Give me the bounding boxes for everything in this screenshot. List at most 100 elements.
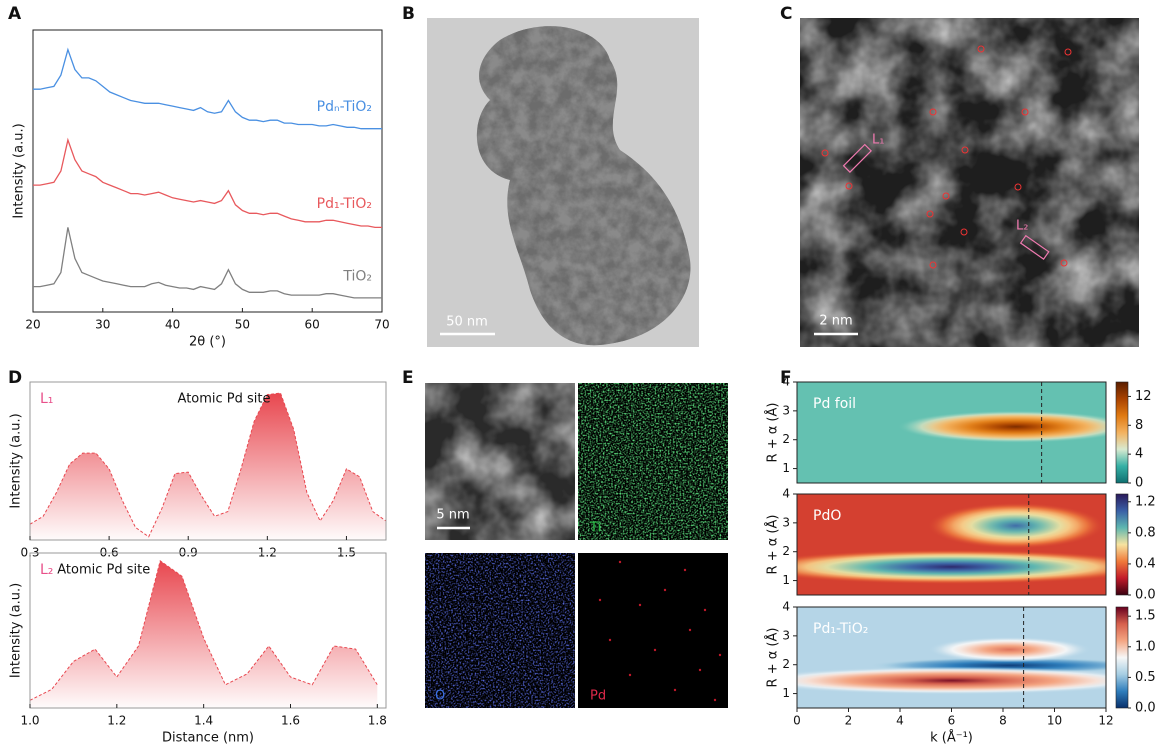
y-tick-label: 2	[782, 544, 790, 558]
ridge	[897, 410, 1106, 443]
y-axis-title: Intensity (a.u.)	[9, 413, 24, 508]
colorbar-tick-label: 0	[1135, 476, 1143, 491]
x-tick-label: 0	[793, 714, 801, 728]
y-tick-label: 2	[782, 657, 790, 671]
y-axis-title: R + α (Å)	[765, 628, 781, 688]
y-tick-label: 4	[782, 600, 790, 614]
x-tick-label: 1.4	[194, 714, 213, 728]
y-tick-label: 1	[782, 686, 790, 700]
xrd-line	[33, 137, 382, 229]
x-tick-label: 4	[896, 714, 904, 728]
x-tick-label: 1.8	[368, 714, 387, 728]
colorbar-tick-label: 1.5	[1135, 609, 1156, 624]
tem-image: 50 nm	[427, 18, 699, 347]
colorbar-tick-label: 1.0	[1135, 639, 1156, 654]
annotation: Atomic Pd site	[178, 392, 271, 407]
panel-label: F	[780, 368, 792, 388]
channel-label: Pd	[590, 689, 606, 704]
line-label: L₁	[872, 133, 884, 148]
x-tick-label: 20	[25, 318, 40, 332]
x-tick-label: 1.6	[281, 714, 300, 728]
y-tick-label: 4	[782, 487, 790, 501]
ridge	[927, 502, 1105, 549]
profile-label: L₂	[40, 562, 53, 578]
xrd-line	[33, 227, 382, 299]
map-label: Pd₁-TiO₂	[813, 621, 868, 637]
colorbar-tick-label: 0.5	[1135, 670, 1156, 685]
x-tick-label: 40	[165, 318, 180, 332]
profile-area	[30, 560, 378, 708]
panel-label: E	[402, 368, 414, 388]
haadf-image: L₁ L₂ 2 nm	[800, 18, 1139, 347]
colorbar-tick-label: 0.0	[1135, 588, 1156, 603]
x-axis-title: k (Å⁻¹)	[930, 730, 973, 746]
x-tick-label: 2	[845, 714, 853, 728]
plot-frame	[29, 381, 387, 541]
colorbar	[1115, 493, 1129, 596]
xrd-line	[33, 47, 382, 130]
y-tick-label: 3	[782, 403, 790, 417]
eds-maps: 5 nm Ti O Pd	[425, 383, 728, 708]
colorbar-tick-label: 0.8	[1135, 525, 1156, 540]
x-tick-label: 1.0	[20, 714, 39, 728]
annotation: Atomic Pd site	[57, 563, 150, 578]
ridge	[797, 666, 1106, 695]
plot-frame	[796, 493, 1107, 596]
x-tick-label: 12	[1098, 714, 1113, 728]
x-tick-label: 8	[999, 714, 1007, 728]
line-label: L₂	[1016, 219, 1028, 234]
colorbar-tick-label: 1.2	[1135, 494, 1156, 509]
plot-frame	[32, 29, 383, 313]
y-tick-label: 1	[782, 573, 790, 587]
profile-label: L₁	[40, 391, 53, 407]
wavelet-map	[797, 382, 1106, 483]
map-label: Pd foil	[813, 396, 856, 412]
x-tick-label: 6	[948, 714, 956, 728]
colorbar-tick-label: 0.4	[1135, 556, 1156, 571]
colorbar	[1115, 606, 1129, 709]
y-tick-label: 3	[782, 628, 790, 642]
legend-label: TiO₂	[342, 268, 372, 284]
panel-label: B	[402, 4, 415, 24]
profile-area	[30, 393, 386, 540]
colorbar-tick-label: 8	[1135, 418, 1143, 433]
x-tick-label: 30	[95, 318, 110, 332]
y-tick-label: 1	[782, 461, 790, 475]
panel-label: C	[780, 4, 792, 24]
map-label: PdO	[813, 508, 841, 524]
colorbar-tick-label: 0.0	[1135, 701, 1156, 716]
x-tick-label: 1.2	[107, 714, 126, 728]
x-axis-title: Distance (nm)	[162, 731, 254, 746]
x-axis-title: 2θ (°)	[189, 335, 226, 350]
channel-label: Ti	[589, 521, 601, 536]
y-axis-title: Intensity (a.u.)	[9, 583, 24, 678]
y-tick-label: 4	[782, 375, 790, 389]
ridge	[928, 636, 1091, 663]
y-tick-label: 3	[782, 515, 790, 529]
panel-label: D	[8, 368, 22, 388]
colorbar	[1115, 381, 1129, 484]
ridge	[797, 549, 1106, 585]
plot-frame	[796, 381, 1107, 484]
y-axis-title: R + α (Å)	[765, 403, 781, 463]
colorbar-tick-label: 4	[1135, 447, 1143, 462]
scale-bar-label: 5 nm	[436, 508, 469, 523]
profile-line	[29, 559, 378, 701]
x-tick-label: 70	[374, 318, 389, 332]
panel-label: A	[8, 4, 22, 24]
y-axis-title: R + α (Å)	[765, 515, 781, 575]
scale-bar-label: 50 nm	[446, 315, 488, 330]
legend-label: Pd₁-TiO₂	[317, 196, 372, 212]
wavelet-map	[797, 494, 1106, 595]
x-tick-label: 50	[235, 318, 250, 332]
legend-label: Pdₙ-TiO₂	[317, 99, 372, 115]
colorbar-tick-label: 12	[1135, 389, 1152, 404]
channel-label: O	[435, 689, 445, 704]
scale-bar-label: 2 nm	[819, 314, 852, 329]
y-axis-title: Intensity (a.u.)	[12, 123, 27, 218]
y-tick-label: 2	[782, 432, 790, 446]
profile-line	[29, 392, 387, 538]
